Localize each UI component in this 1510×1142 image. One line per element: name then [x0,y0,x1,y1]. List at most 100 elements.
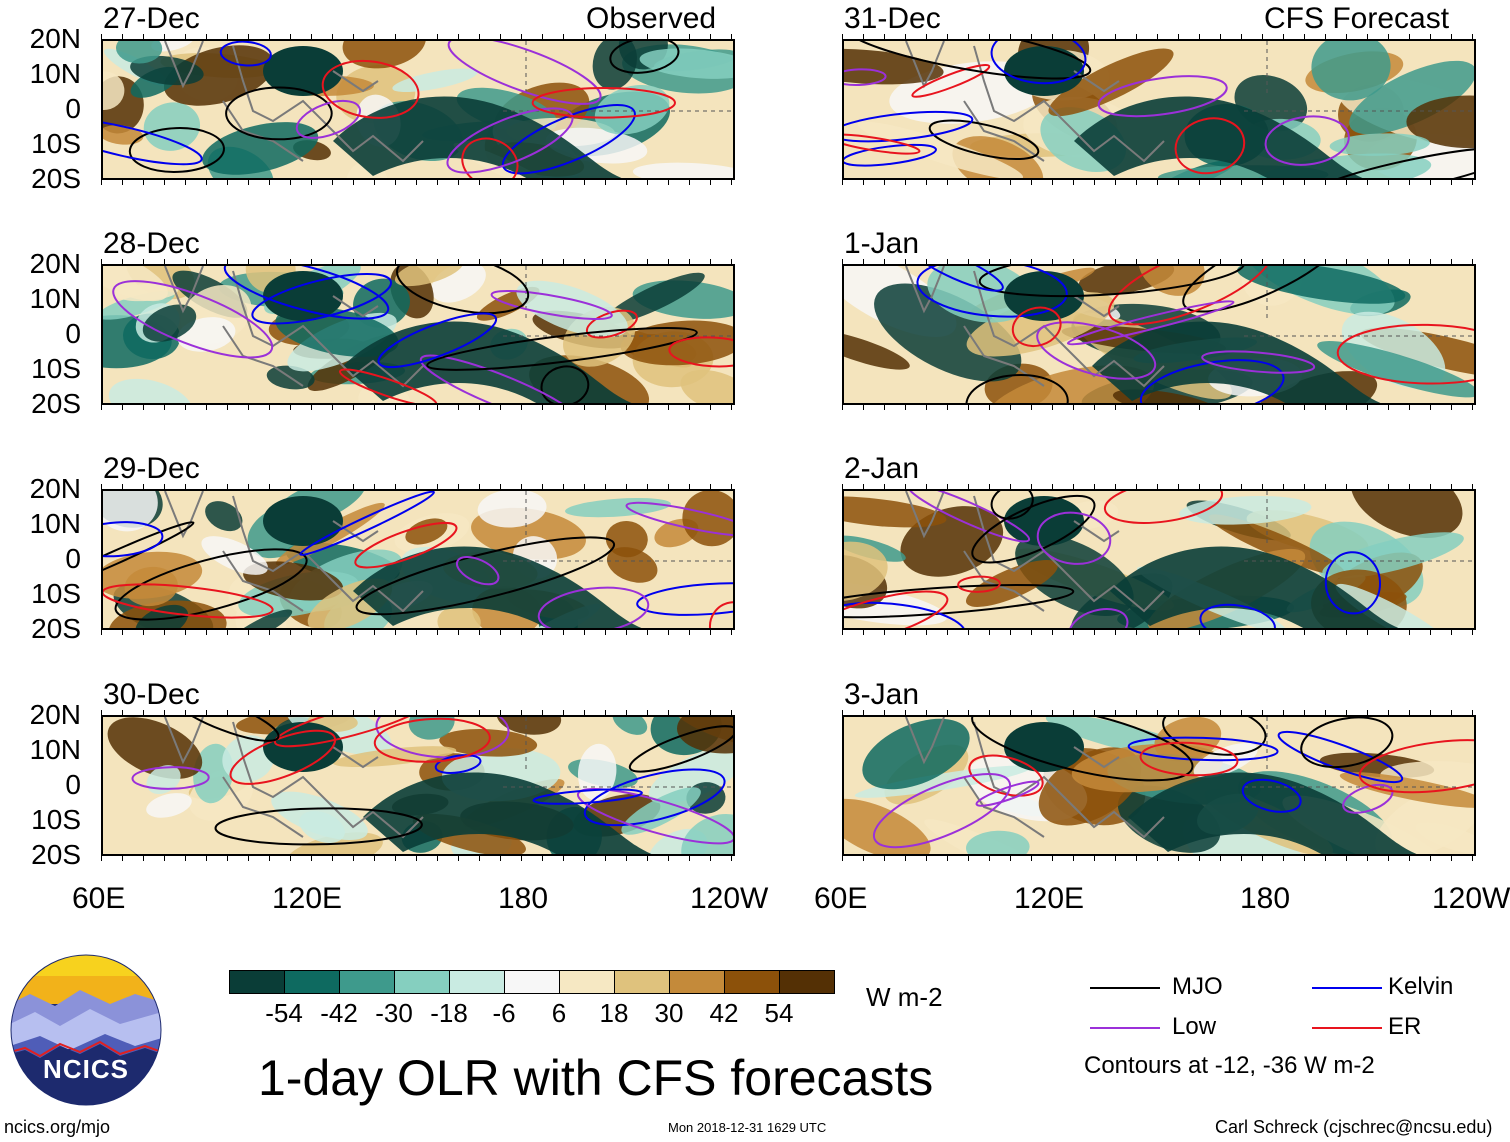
axis-tick [710,259,711,264]
axis-tick [1283,630,1284,635]
axis-tick [479,259,480,264]
low-contour [447,41,602,105]
axis-tick [884,630,885,635]
axis-tick [101,34,102,39]
lon-label: 120W [1432,882,1510,915]
axis-tick [731,484,732,489]
axis-tick [1346,856,1347,861]
axis-tick [206,856,207,861]
axis-tick [563,856,564,861]
er-contour [911,64,991,98]
axis-tick [500,856,501,861]
low-contour [872,773,1012,849]
axis-tick [1052,34,1053,39]
axis-tick [989,484,990,489]
axis-tick [563,484,564,489]
axis-tick [479,34,480,39]
axis-tick [926,34,927,39]
axis-tick [584,180,585,185]
axis-tick [1052,630,1053,635]
axis-tick [290,710,291,715]
axis-tick [563,630,564,635]
axis-tick [842,259,843,264]
axis-tick [1283,180,1284,185]
axis-tick [1451,856,1452,861]
axis-tick [1430,259,1431,264]
colorbar-swatch [229,970,285,994]
axis-tick [269,856,270,861]
coastline [905,717,1165,839]
axis-tick [731,710,732,715]
axis-tick [311,259,312,264]
axis-tick [926,856,927,861]
axis-tick [731,34,732,39]
axis-tick [947,630,948,635]
axis-tick [437,710,438,715]
axis-tick [689,34,690,39]
lon-label: 60E [72,882,126,915]
lat-label: 10S [31,804,81,835]
axis-tick [1073,259,1074,264]
kelvin-contour [1139,359,1285,403]
olr-anomaly-blob [299,811,345,843]
olr-anomaly-blob [103,71,125,111]
axis-tick [395,856,396,861]
axis-tick [353,34,354,39]
axis-tick [374,259,375,264]
axis-tick [227,856,228,861]
axis-tick [164,259,165,264]
axis-tick [1220,405,1221,410]
olr-anomaly-blob [965,560,1058,607]
axis-tick [1262,405,1263,410]
low-legend-line [1090,1027,1160,1029]
footer-url[interactable]: ncics.org/mjo [4,1117,111,1137]
mjo-contour [844,41,1092,80]
axis-tick [1220,710,1221,715]
axis-tick [269,180,270,185]
axis-tick [332,484,333,489]
axis-tick [1409,484,1410,489]
axis-tick [143,34,144,39]
olr-anomaly-blob [130,55,204,86]
kelvin-contour [1199,603,1276,628]
axis-tick [1262,856,1263,861]
axis-tick [710,630,711,635]
main-title: 1-day OLR with CFS forecasts [258,1050,934,1106]
axis-tick [122,630,123,635]
axis-tick [101,630,102,635]
axis-tick [164,180,165,185]
axis-tick [227,630,228,635]
axis-tick [731,856,732,861]
axis-tick [605,856,606,861]
axis-tick [968,180,969,185]
axis-tick [269,710,270,715]
axis-tick [1115,630,1116,635]
coastline [905,491,1165,613]
axis-tick [500,180,501,185]
axis-tick [122,856,123,861]
lat-label: 20S [31,163,81,194]
axis-tick [395,180,396,185]
axis-tick [1052,180,1053,185]
colorbar-swatch [504,970,560,994]
axis-tick [1346,630,1347,635]
olr-anomaly-blob [142,304,197,342]
axis-tick [395,484,396,489]
lat-label: 20N [29,473,81,504]
axis-tick [122,180,123,185]
axis-tick [710,34,711,39]
axis-tick [290,180,291,185]
axis-tick [1115,34,1116,39]
axis-tick [968,630,969,635]
axis-tick [1178,630,1179,635]
axis-tick [164,484,165,489]
axis-tick [1136,180,1137,185]
axis-tick [143,180,144,185]
olr-anomaly-blob [862,718,970,790]
mjo-contour [628,725,733,773]
axis-tick [1283,34,1284,39]
kelvin-contour [990,41,1087,85]
axis-tick [290,259,291,264]
kelvin-contour [844,601,967,628]
axis-tick [458,34,459,39]
